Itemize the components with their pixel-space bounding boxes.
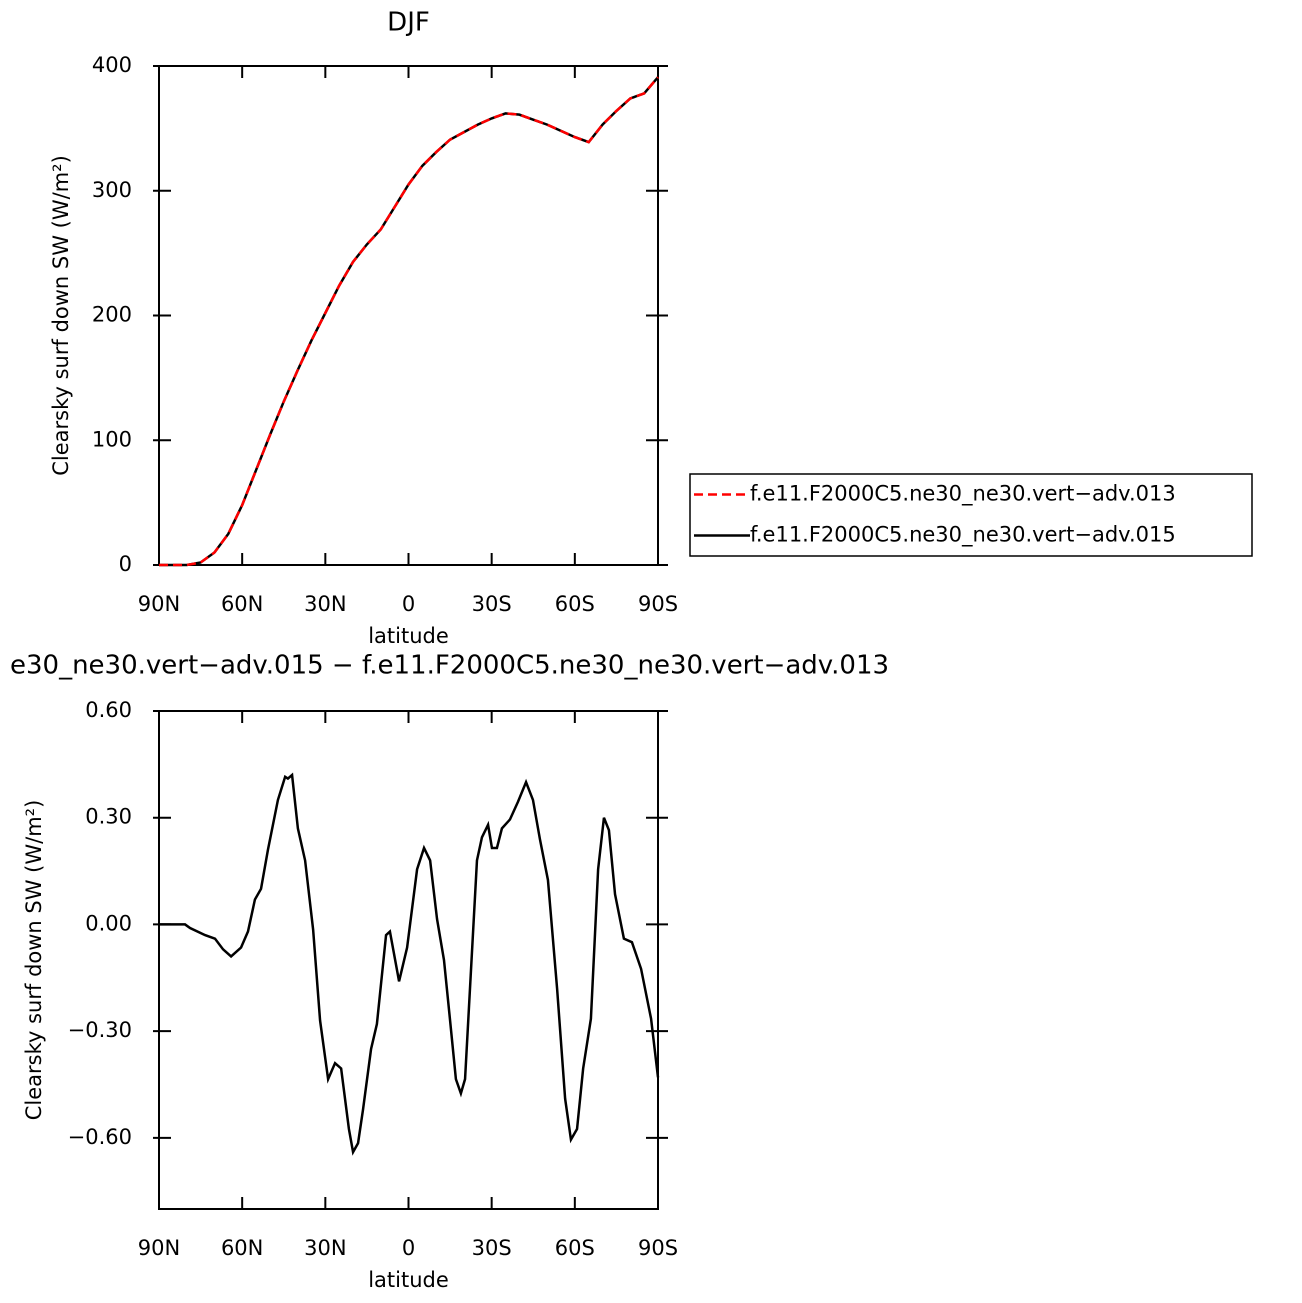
- y-tick-label: 0.60: [85, 698, 132, 722]
- y-tick-label: 100: [92, 427, 132, 451]
- y-axis-label: Clearsky surf down SW (W/m²): [49, 155, 73, 476]
- y-tick-label: 0.00: [85, 911, 132, 935]
- y-tick-label: 0.30: [85, 805, 132, 829]
- x-tick-label: 0: [402, 592, 415, 616]
- chart-title: DJF: [387, 8, 430, 38]
- y-tick-label: 300: [92, 178, 132, 202]
- legend-label: f.e11.F2000C5.ne30_ne30.vert−adv.015: [750, 523, 1176, 548]
- x-tick-label: 90S: [638, 592, 678, 616]
- x-tick-label: 0: [402, 1236, 415, 1260]
- x-tick-label: 30S: [472, 1236, 512, 1260]
- x-tick-label: 90N: [138, 592, 180, 616]
- x-tick-label: 30S: [472, 592, 512, 616]
- y-tick-label: 400: [92, 53, 132, 77]
- y-tick-label: 0: [119, 552, 132, 576]
- data-line: [159, 772, 660, 1156]
- x-axis-label: latitude: [368, 1268, 449, 1292]
- plot-frame: [158, 710, 659, 1210]
- y-tick-label: −0.30: [68, 1018, 132, 1042]
- data-line: [159, 76, 659, 567]
- x-tick-label: 60S: [555, 592, 595, 616]
- legend-box: [689, 473, 1253, 557]
- x-tick-label: 90N: [138, 1236, 180, 1260]
- x-tick-label: 60S: [555, 1236, 595, 1260]
- y-axis-label: Clearsky surf down SW (W/m²): [22, 800, 46, 1121]
- x-tick-label: 90S: [638, 1236, 678, 1260]
- x-axis-label: latitude: [368, 624, 449, 648]
- x-tick-label: 60N: [221, 1236, 263, 1260]
- legend-label: f.e11.F2000C5.ne30_ne30.vert−adv.013: [750, 482, 1176, 507]
- chart-title: e30_ne30.vert−adv.015 − f.e11.F2000C5.ne…: [10, 651, 889, 681]
- x-tick-label: 60N: [221, 592, 263, 616]
- y-tick-label: 200: [92, 303, 132, 327]
- x-tick-label: 30N: [304, 1236, 346, 1260]
- data-line: [159, 76, 659, 567]
- y-tick-label: −0.60: [68, 1125, 132, 1149]
- x-tick-label: 30N: [304, 592, 346, 616]
